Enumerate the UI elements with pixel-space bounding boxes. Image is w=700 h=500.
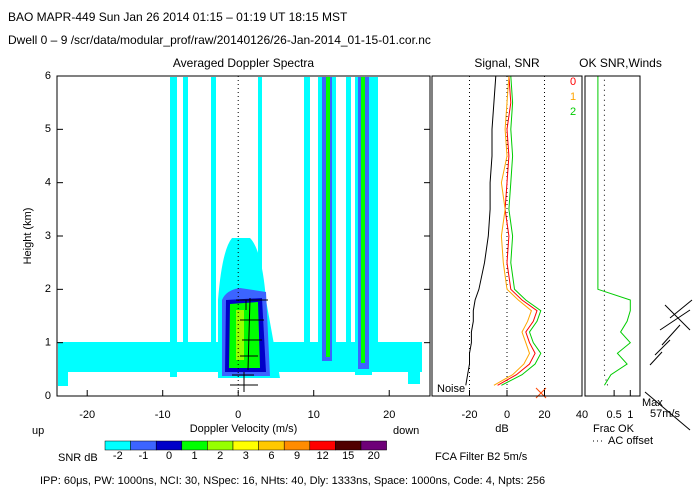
colorbar-cell xyxy=(335,440,362,451)
annotation: Max xyxy=(642,397,663,409)
wind-barbs xyxy=(644,299,693,431)
y-tick-label: 0 xyxy=(45,390,51,402)
colorbar-tick-label: -2 xyxy=(113,450,123,462)
colorbar-cell xyxy=(258,440,285,451)
series-line xyxy=(501,75,542,386)
filter-info: FCA Filter B2 5m/s xyxy=(435,451,528,463)
colorbar-cell xyxy=(130,440,157,451)
colorbar-tick-label: 0 xyxy=(166,450,172,462)
y-tick-label: 2 xyxy=(45,283,51,295)
y-axis-label: Height (km) xyxy=(22,208,34,265)
panel-frame xyxy=(431,75,583,397)
colorbar-tick-label: 1 xyxy=(192,450,198,462)
header-line: BAO MAPR-449 Sun Jan 26 2014 01:15 – 01:… xyxy=(8,10,348,24)
x-tick-label: 0.5 xyxy=(606,409,621,421)
colorbar-tick-label: -1 xyxy=(139,450,149,462)
legend-entry: 1 xyxy=(570,91,576,103)
x-tick-label: -10 xyxy=(155,409,171,421)
legend-entry: AC offset xyxy=(608,435,653,447)
spectra-shading xyxy=(58,77,422,392)
annotation: down xyxy=(393,425,419,437)
colorbar-cell xyxy=(155,440,183,451)
colorbar-tick-label: 2 xyxy=(217,450,223,462)
x-tick-label: 0 xyxy=(235,409,241,421)
colorbar-label: SNR dB xyxy=(58,452,98,464)
colorbar-cell xyxy=(309,440,336,451)
y-tick-label: 3 xyxy=(45,230,51,242)
y-tick-label: 6 xyxy=(45,70,51,82)
legend-entry: 0 xyxy=(570,76,576,88)
x-tick-label: 40 xyxy=(576,409,588,421)
panel-frame xyxy=(56,75,431,397)
colorbar-cell xyxy=(207,440,234,451)
series-line xyxy=(497,75,538,386)
colorbar-cell xyxy=(360,440,387,451)
series-line xyxy=(465,75,497,386)
panel-frame xyxy=(584,75,641,397)
y-tick-label: 4 xyxy=(45,177,51,189)
colorbar-cell xyxy=(283,440,311,451)
series-line xyxy=(603,76,609,386)
header-line: Dwell 0 – 9 /scr/data/modular_prof/raw/2… xyxy=(8,33,431,47)
colorbar-cell xyxy=(181,440,208,451)
colorbar-tick-label: 12 xyxy=(316,450,328,462)
y-tick-label: 1 xyxy=(45,337,51,349)
x-axis-label: Doppler Velocity (m/s) xyxy=(190,423,298,435)
annotation: Noise xyxy=(437,383,465,395)
annotation: 57m/s xyxy=(650,408,680,420)
x-tick-label: 20 xyxy=(383,409,395,421)
x-axis-label: dB xyxy=(495,423,508,435)
x-tick-label: 20 xyxy=(538,409,550,421)
colorbar-cell xyxy=(232,440,259,451)
y-tick-label: 5 xyxy=(45,123,51,135)
x-tick-label: -20 xyxy=(462,409,478,421)
x-tick-label: -20 xyxy=(79,409,95,421)
panel-title: Signal, SNR xyxy=(474,56,540,70)
x-tick-label: 1 xyxy=(627,409,633,421)
annotation: up xyxy=(32,425,44,437)
colorbar-tick-label: 15 xyxy=(342,450,354,462)
colorbar-tick-label: 20 xyxy=(368,450,380,462)
colorbar-tick-label: 3 xyxy=(243,450,249,462)
panel-title: OK SNR,Winds xyxy=(579,56,662,70)
colorbar-tick-label: 6 xyxy=(268,450,274,462)
x-tick-label: 0 xyxy=(504,409,510,421)
colorbar-tick-label: 9 xyxy=(294,450,300,462)
legend-entry: 2 xyxy=(570,106,576,118)
series-line xyxy=(493,75,532,386)
panel-title: Averaged Doppler Spectra xyxy=(173,56,315,70)
legend-entry: Frac OK xyxy=(593,423,635,435)
colorbar-cell xyxy=(104,440,131,451)
parameters: IPP: 60μs, PW: 1000ns, NCI: 30, NSpec: 1… xyxy=(40,475,545,487)
x-tick-label: 10 xyxy=(308,409,320,421)
series-line xyxy=(597,76,632,386)
